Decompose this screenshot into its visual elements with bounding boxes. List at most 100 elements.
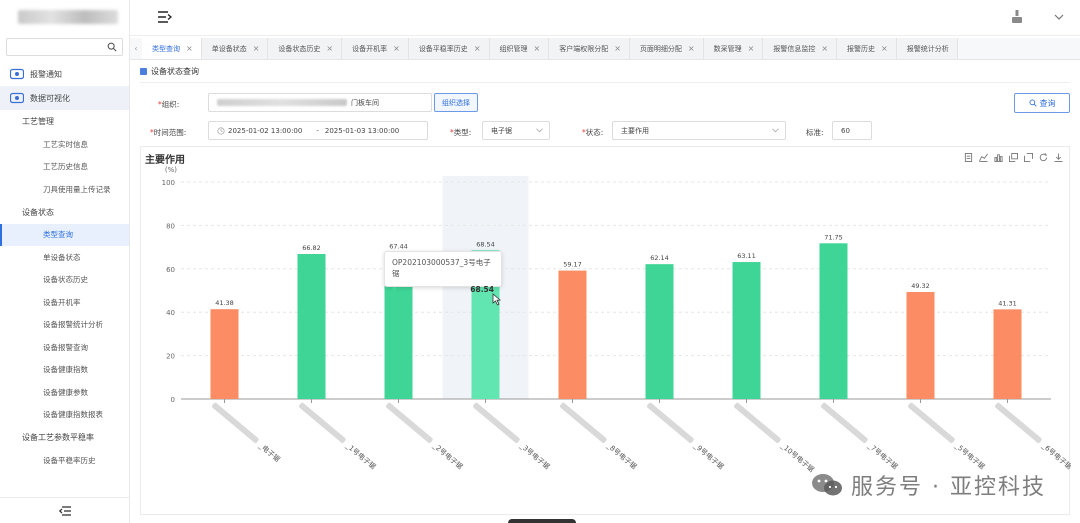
menu-search-input[interactable] — [7, 39, 122, 55]
sidebar-item-12[interactable]: 设备报警查询 — [0, 336, 129, 359]
bar-value-label: 68.54 — [476, 240, 495, 248]
section-marker-icon — [140, 68, 147, 75]
divider — [140, 82, 1070, 83]
search-icon[interactable] — [107, 42, 117, 52]
x-tick-label-redacted — [734, 402, 781, 443]
chart-tooltip: OP202103000537_3号电子锯 68.54 — [384, 251, 502, 294]
x-tick-label: _2号电子锯 — [431, 440, 465, 471]
menu-search[interactable] — [6, 38, 123, 56]
tab-11[interactable]: 报警统计分析 — [896, 38, 958, 59]
sidebar-item-2[interactable]: 工艺管理 — [0, 110, 129, 133]
x-tick-label-group: _2号电子锯 — [386, 402, 465, 471]
tab-4[interactable]: 设备平稳率历史 × — [408, 38, 490, 59]
sidebar-item-1[interactable]: 数据可视化 — [0, 86, 129, 110]
user-icon[interactable] — [1012, 10, 1022, 24]
sidebar-item-label: 设备健康指数报表 — [43, 410, 103, 420]
bar-value-label: 41.38 — [215, 299, 234, 307]
close-tab-icon[interactable]: × — [747, 44, 755, 53]
time-range-picker[interactable]: 2025-01-02 13:00:00 - 2025-01-03 13:00:0… — [208, 121, 428, 140]
tab-8[interactable]: 数采管理 × — [703, 38, 764, 59]
section-title: 设备状态查询 — [140, 66, 199, 77]
sidebar-item-label: 设备健康参数 — [43, 387, 88, 397]
close-tab-icon[interactable]: × — [186, 44, 193, 53]
data-view-icon[interactable] — [964, 153, 973, 162]
bar — [558, 270, 587, 399]
type-select[interactable]: 电子锯 — [482, 121, 550, 140]
line-chart-icon[interactable] — [979, 153, 988, 162]
sidebar-item-label: 工艺实时信息 — [43, 139, 88, 149]
sidebar-item-8[interactable]: 单设备状态 — [0, 246, 129, 269]
standard-input[interactable]: 60 — [832, 121, 872, 140]
tooltip-series-dot — [392, 287, 397, 292]
chevron-down-icon[interactable] — [1054, 13, 1064, 21]
sidebar-item-16[interactable]: 设备工艺参数平稳率 — [0, 426, 129, 449]
chart-panel: 主要作用 0 20 40 60 80 100 (%) 41.38 _电子锯 66.82 _1号电子锯… — [140, 146, 1071, 515]
sidebar-item-0[interactable]: 报警通知 — [0, 62, 129, 86]
tab-label: 组织管理 — [499, 44, 528, 53]
close-tab-icon[interactable]: × — [393, 44, 400, 53]
sidebar-item-label: 设备报警查询 — [43, 342, 88, 352]
sidebar-item-5[interactable]: 刀具使用量上传记录 — [0, 178, 129, 201]
restore-icon[interactable] — [1039, 153, 1048, 162]
sidebar-item-11[interactable]: 设备报警统计分析 — [0, 314, 129, 337]
close-tab-icon[interactable]: × — [821, 44, 829, 53]
sidebar-item-4[interactable]: 工艺历史信息 — [0, 156, 129, 179]
tab-6[interactable]: 客户端权限分配 × — [549, 38, 630, 59]
page-indicator — [508, 519, 576, 523]
sidebar-item-label: 设备健康指数 — [43, 365, 88, 375]
sidebar-item-label: 设备平稳率历史 — [43, 455, 96, 465]
tab-label: 数采管理 — [713, 44, 742, 53]
sidebar-item-15[interactable]: 设备健康指数报表 — [0, 404, 129, 427]
y-tick-label: 40 — [166, 309, 175, 317]
tab-5[interactable]: 组织管理 × — [489, 38, 550, 59]
sidebar-item-10[interactable]: 设备开机率 — [0, 291, 129, 314]
download-icon[interactable] — [1054, 153, 1063, 162]
tab-9[interactable]: 报警信息监控 × — [763, 38, 838, 59]
watermark-text: 服务号 · 亚控科技 — [851, 475, 1046, 500]
tab-label: 单设备状态 — [211, 44, 247, 53]
tab-3[interactable]: 设备开机率 × — [342, 38, 409, 59]
close-tab-icon[interactable]: × — [326, 44, 334, 53]
org-select-button[interactable]: 组织选择 — [434, 93, 478, 112]
sidebar-item-label: 单设备状态 — [43, 252, 81, 262]
close-tab-icon[interactable]: × — [473, 44, 481, 53]
sidebar-item-17[interactable]: 设备平稳率历史 — [0, 449, 129, 472]
close-tab-icon[interactable]: × — [687, 44, 695, 53]
close-tab-icon[interactable]: × — [533, 44, 541, 53]
sidebar-item-9[interactable]: 设备状态历史 — [0, 269, 129, 292]
sidebar-item-13[interactable]: 设备健康指数 — [0, 359, 129, 382]
x-tick-label-group: _电子锯 — [212, 402, 282, 464]
sidebar-item-7[interactable]: 类型查询 — [0, 223, 129, 246]
bar-chart-icon[interactable] — [994, 153, 1003, 162]
close-tab-icon[interactable]: × — [252, 44, 260, 53]
tab-2[interactable]: 设备状态历史 × — [268, 38, 343, 59]
sidebar-item-6[interactable]: 设备状态 — [0, 201, 129, 224]
chevron-down-icon — [536, 128, 543, 133]
bar-chart: 0 20 40 60 80 100 (%) 41.38 _电子锯 66.82 _1号电子锯 67.44… — [162, 166, 1071, 474]
section-title-text: 设备状态查询 — [151, 67, 199, 76]
tab-label: 类型查询 — [152, 44, 180, 53]
close-tab-icon[interactable]: × — [881, 44, 888, 53]
tab-7[interactable]: 页面明细分配 × — [629, 38, 704, 59]
zoom-icon[interactable] — [1009, 153, 1018, 162]
x-tick-label-group: _7号电子锯 — [821, 402, 900, 471]
org-input[interactable]: 门板车间 — [208, 93, 432, 112]
x-tick-label: _1号电子锯 — [344, 440, 378, 471]
query-button[interactable]: 查询 — [1014, 93, 1070, 113]
tab-10[interactable]: 报警历史 × — [837, 38, 897, 59]
menu-unfold-icon[interactable] — [158, 11, 172, 23]
tab-label: 报警统计分析 — [906, 44, 949, 53]
bar — [645, 264, 674, 399]
tab-0[interactable]: 类型查询 × — [142, 38, 202, 59]
sidebar-item-14[interactable]: 设备健康参数 — [0, 381, 129, 404]
tab-1[interactable]: 单设备状态 × — [201, 38, 269, 59]
x-tick-label-group: _5号电子锯 — [908, 402, 987, 471]
zoom-reset-icon[interactable] — [1024, 153, 1033, 162]
state-select[interactable]: 主要作用 — [612, 121, 786, 140]
y-tick-label: 80 — [166, 222, 175, 230]
sidebar-collapse-button[interactable] — [0, 497, 130, 523]
tab-scroll-left-icon[interactable]: ‹ — [134, 44, 138, 53]
sidebar-item-label: 设备状态 — [22, 207, 54, 217]
sidebar-item-3[interactable]: 工艺实时信息 — [0, 133, 129, 156]
close-tab-icon[interactable]: × — [614, 44, 621, 53]
